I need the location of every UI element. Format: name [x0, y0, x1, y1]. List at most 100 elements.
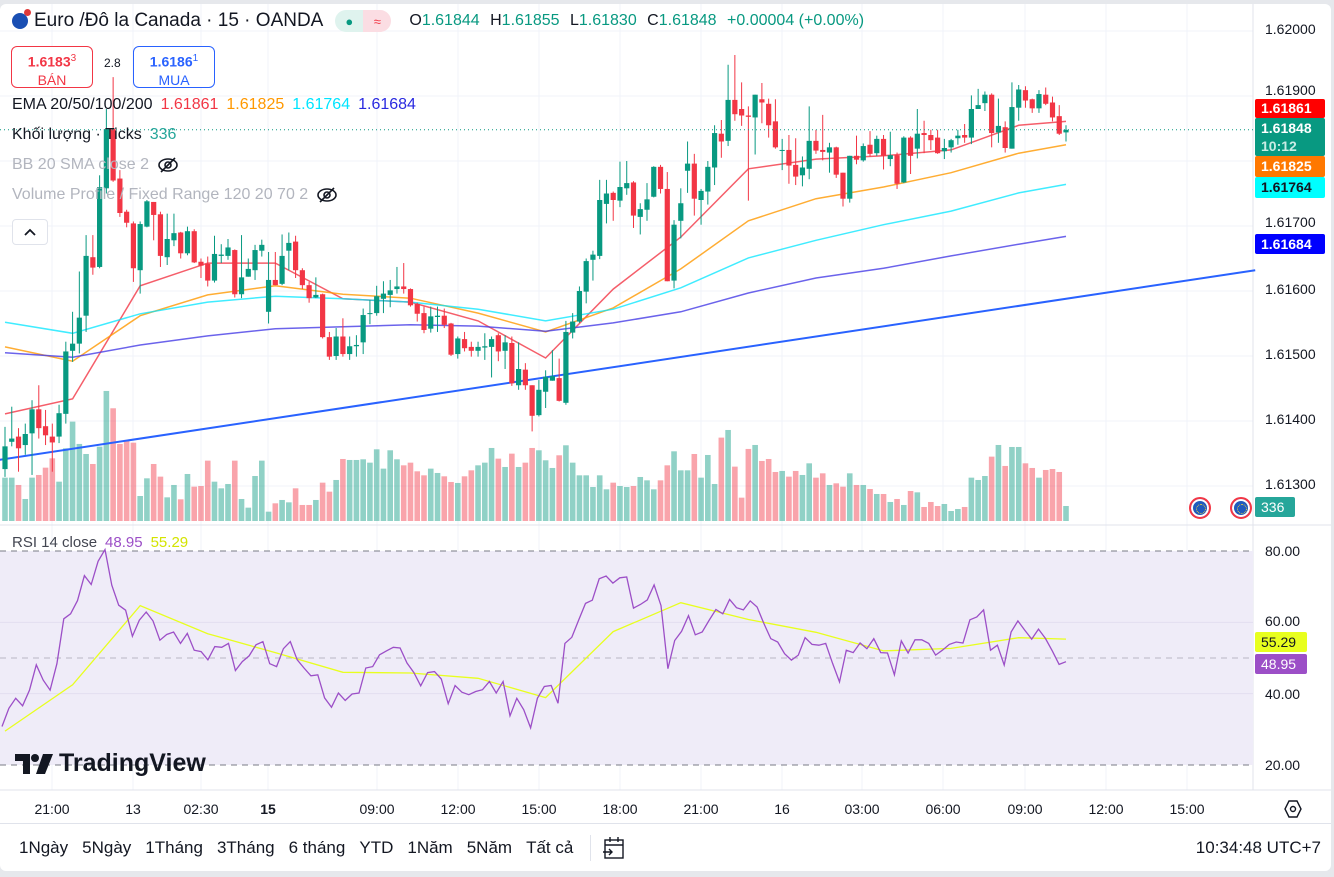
- price-axis-label: 1.61500: [1265, 346, 1316, 362]
- candle-body: [907, 137, 914, 156]
- candle-body: [178, 232, 184, 254]
- economic-event-eu-icon[interactable]: [1189, 497, 1211, 519]
- range-1-day[interactable]: 1Ngày: [19, 838, 69, 857]
- ema200-line: [4, 235, 1067, 359]
- volume-bar: [1022, 463, 1029, 521]
- volume-bar: [387, 450, 394, 521]
- candle-body: [1043, 94, 1049, 104]
- last-price-tag: 1.61848 10:12: [1255, 118, 1325, 156]
- range-6-months[interactable]: 6 tháng: [288, 838, 346, 857]
- candle-body: [684, 163, 691, 171]
- candle: [333, 328, 339, 360]
- candle-body: [630, 182, 637, 216]
- ohlc-values: O1.61844 H1.61855 L1.61830 C1.61848 +0.0…: [403, 12, 864, 30]
- candle-body: [387, 290, 393, 295]
- candle: [921, 120, 927, 154]
- buy-button[interactable]: 1.61861 MUA: [133, 46, 215, 88]
- range-1-year[interactable]: 1Năm: [407, 838, 453, 857]
- symbol-title[interactable]: Euro /Đô la Canada · 15 · OANDA: [34, 10, 324, 31]
- candle: [380, 281, 387, 314]
- candle-body: [934, 137, 941, 154]
- low-label: L: [569, 12, 579, 29]
- candle: [630, 181, 637, 228]
- volume-bar: [840, 486, 846, 521]
- candle-body: [840, 172, 846, 199]
- volume-bar: [873, 493, 880, 521]
- candle-body: [1049, 102, 1056, 118]
- ema-legend[interactable]: EMA 20/50/100/200 1.61861 1.61825 1.6176…: [12, 96, 416, 114]
- candle-body: [752, 94, 758, 118]
- candle: [624, 161, 630, 195]
- volume-bar: [454, 482, 461, 521]
- symbol-header: Euro /Đô la Canada · 15 · OANDA ● ≈ O1.6…: [12, 9, 864, 32]
- rsi-legend[interactable]: RSI 14 close 48.95 55.29: [12, 534, 188, 551]
- range-3-months[interactable]: 3Tháng: [216, 838, 275, 857]
- candle-body: [211, 253, 218, 281]
- volume-bar: [995, 444, 1002, 521]
- chart-settings-icon[interactable]: [1283, 799, 1303, 819]
- candle: [732, 55, 738, 121]
- candle-body: [320, 294, 326, 338]
- candle: [1036, 90, 1042, 113]
- rsi-ma-tag: 55.29: [1255, 632, 1307, 652]
- economic-event-eu-icon[interactable]: [1230, 497, 1252, 519]
- candle: [232, 249, 238, 298]
- spread-value: 2.8: [104, 56, 121, 70]
- candle-body: [529, 385, 535, 416]
- volume-bar: [306, 504, 312, 521]
- candle: [97, 175, 103, 269]
- candle-body: [637, 209, 643, 217]
- candle-body: [962, 135, 968, 138]
- candle: [597, 179, 603, 260]
- candle-body: [407, 289, 414, 306]
- volume-bar: [982, 476, 988, 521]
- candle: [137, 221, 143, 294]
- candle: [516, 342, 522, 390]
- candle: [367, 300, 373, 325]
- time-axis-label: 02:30: [183, 801, 219, 817]
- volume-bar: [475, 465, 481, 521]
- range-1-month[interactable]: 1Tháng: [145, 838, 203, 857]
- volume-profile-legend[interactable]: Volume Profile / Fixed Range 120 20 70 2: [12, 186, 338, 204]
- market-status-pill[interactable]: ● ≈: [335, 10, 392, 32]
- candle: [103, 109, 109, 194]
- change-value: +0.00004 (+0.00%): [727, 12, 865, 29]
- rsi-ma-value: 55.29: [150, 534, 189, 551]
- volume-bar: [164, 497, 170, 521]
- volume-bar: [353, 459, 360, 521]
- time-axis-label: 21:00: [683, 801, 719, 817]
- candle: [556, 358, 562, 402]
- time-axis-label: 09:00: [1007, 801, 1043, 817]
- collapse-legend-button[interactable]: [12, 219, 48, 245]
- volume-bar: [684, 470, 691, 521]
- candle: [211, 235, 218, 283]
- time-axis-label: 21:00: [34, 801, 70, 817]
- candle: [184, 226, 191, 256]
- sell-button[interactable]: 1.61833 BÁN: [11, 46, 93, 88]
- volume-bar: [22, 498, 29, 521]
- range-all[interactable]: Tất cả: [526, 838, 574, 857]
- candle: [698, 188, 704, 225]
- candle-body: [968, 109, 974, 138]
- range-5-days[interactable]: 5Ngày: [82, 838, 132, 857]
- candle: [387, 279, 393, 308]
- eye-off-icon[interactable]: [157, 156, 179, 174]
- bb-legend[interactable]: BB 20 SMA close 2: [12, 156, 179, 174]
- go-to-date-calendar-icon[interactable]: [601, 835, 627, 861]
- candle-body: [806, 140, 812, 169]
- volume-bar: [948, 511, 954, 521]
- candle-body: [1056, 116, 1062, 134]
- chart-canvas[interactable]: [0, 4, 1331, 800]
- eye-off-icon[interactable]: [316, 186, 338, 204]
- candle-body: [286, 242, 292, 251]
- candle: [286, 232, 292, 271]
- low-value: 1.61830: [578, 12, 637, 29]
- range-5-years[interactable]: 5Năm: [466, 838, 513, 857]
- candle: [306, 281, 312, 303]
- volume-bar: [56, 481, 62, 521]
- range-ytd[interactable]: YTD: [359, 838, 394, 857]
- tradingview-logo[interactable]: TradingView: [15, 749, 206, 778]
- volume-legend[interactable]: Khối lượng · Ticks 336: [12, 126, 176, 144]
- clock-timezone[interactable]: 10:34:48 UTC+7: [1195, 838, 1321, 857]
- candle-body: [218, 254, 224, 256]
